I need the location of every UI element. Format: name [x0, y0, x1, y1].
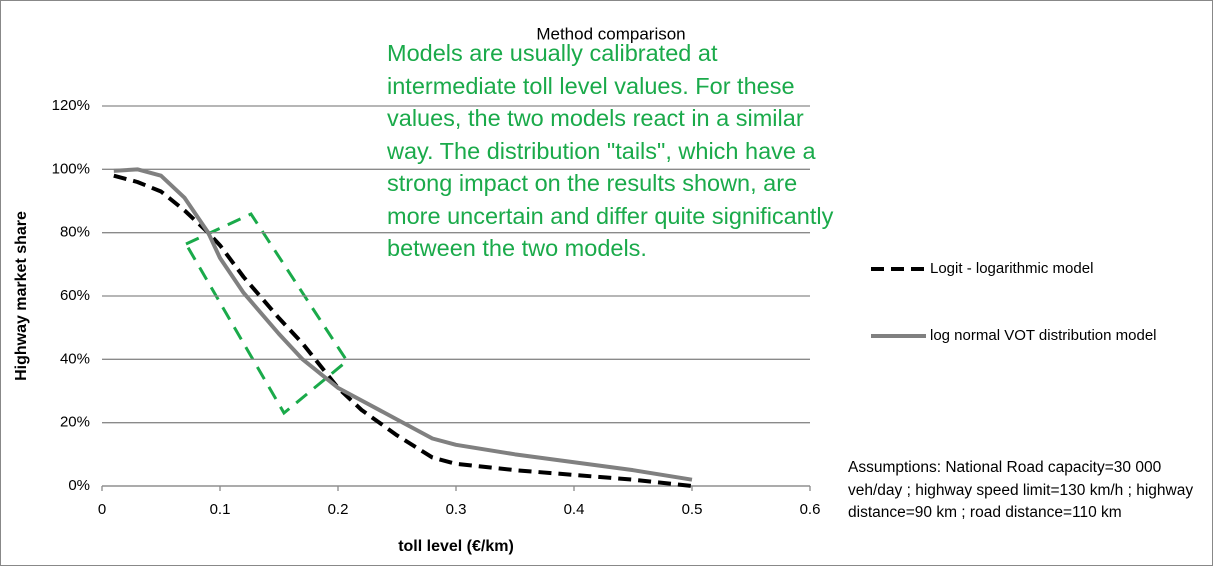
y-tick-label: 120%	[52, 97, 90, 114]
x-tick-label: 0.4	[564, 501, 585, 518]
x-tick-label: 0	[98, 501, 106, 518]
x-tick-label: 0.5	[682, 501, 703, 518]
x-axis-title: toll level (€/km)	[398, 538, 514, 555]
series-line	[113, 167, 693, 482]
y-tick-label: 80%	[60, 224, 90, 241]
y-tick-label: 60%	[60, 287, 90, 304]
x-tick-label: 0.1	[210, 501, 231, 518]
assumptions: Assumptions: National Road capacity=30 0…	[848, 459, 1194, 521]
y-tick-label: 100%	[52, 160, 90, 177]
y-tick-label: 0%	[68, 477, 90, 494]
legend-label: log normal VOT distribution model	[930, 327, 1157, 344]
annotation: Models are usually calibrated at interme…	[387, 40, 834, 261]
chart-title: Method comparison	[536, 24, 685, 43]
legend-label: Logit - logarithmic model	[930, 260, 1094, 277]
y-tick-label: 20%	[60, 414, 90, 431]
y-axis-title: Highway market share	[13, 211, 30, 381]
highlight-box	[183, 212, 349, 416]
x-tick-label: 0.6	[800, 501, 821, 518]
x-tick-label: 0.3	[446, 501, 467, 518]
x-tick-label: 0.2	[328, 501, 349, 518]
series-line	[113, 173, 693, 488]
y-tick-label: 40%	[60, 350, 90, 367]
